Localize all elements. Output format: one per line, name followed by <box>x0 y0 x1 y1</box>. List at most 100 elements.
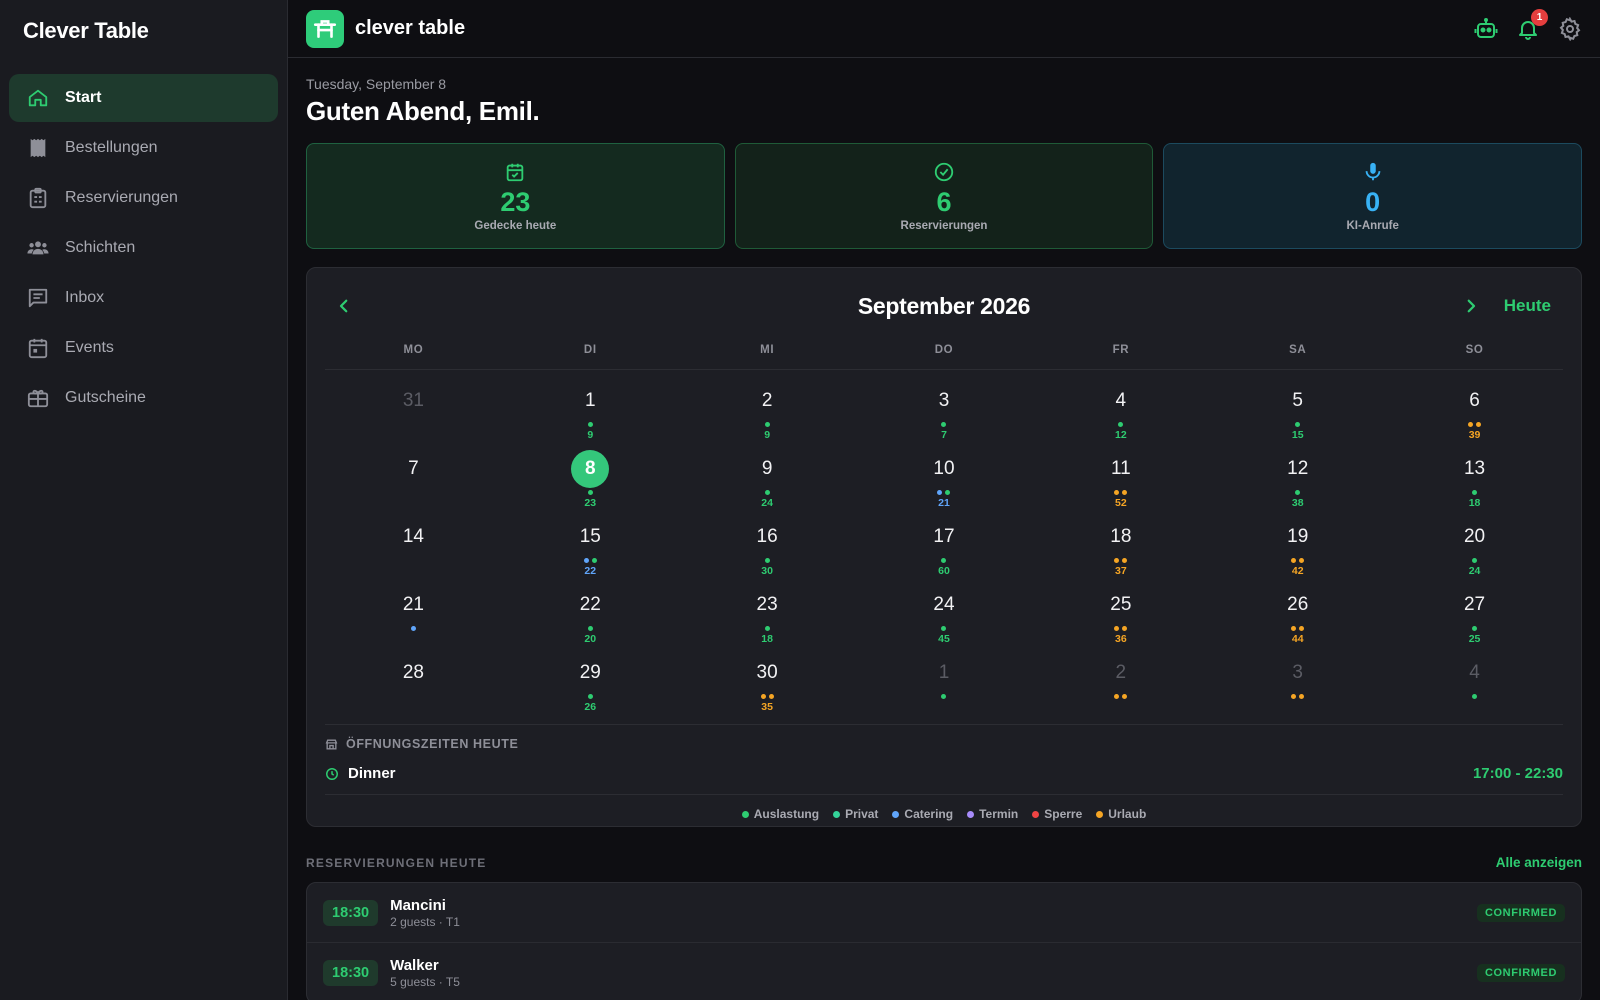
calendar-day[interactable]: 13 18 <box>1386 450 1563 518</box>
sidebar-item-schichten[interactable]: Schichten <box>9 224 278 272</box>
day-number: 8 <box>571 450 610 488</box>
calendar-day[interactable]: 28 <box>325 654 502 722</box>
legend-dot <box>1096 810 1104 818</box>
indicator-dot <box>1295 490 1301 495</box>
day-indicators <box>1291 626 1305 631</box>
day-indicators <box>1291 558 1305 563</box>
calendar-day[interactable]: 10 21 <box>856 450 1033 518</box>
calendar-day[interactable]: 21 <box>325 586 502 654</box>
calendar-day[interactable]: 7 <box>325 450 502 518</box>
calendar-day[interactable]: 25 36 <box>1032 586 1209 654</box>
sidebar-item-start[interactable]: Start <box>9 74 278 122</box>
day-number: 4 <box>1115 390 1127 411</box>
day-count: 9 <box>587 429 594 441</box>
day-count: 24 <box>761 497 773 509</box>
calendar-day[interactable]: 18 37 <box>1032 518 1209 586</box>
day-count: 23 <box>584 497 597 509</box>
calendar-day[interactable]: 15 22 <box>502 518 679 586</box>
calendar-day[interactable]: 12 38 <box>1209 450 1386 518</box>
indicator-dot <box>1114 626 1120 631</box>
weekday-label: DO <box>934 344 954 356</box>
stat-card-covers[interactable]: 23 Gedecke heute <box>306 143 725 249</box>
day-number: 1 <box>584 390 596 411</box>
day-count: 30 <box>761 565 773 577</box>
list-item[interactable]: 18:30 Walker 5 guests · T5 CONFIRMED <box>307 943 1581 1000</box>
reservations-list: 18:30 Mancini 2 guests · T1 CONFIRMED 18… <box>306 882 1582 1000</box>
list-item[interactable]: 18:30 Mancini 2 guests · T1 CONFIRMED <box>307 883 1581 943</box>
calendar-day[interactable]: 22 20 <box>502 586 679 654</box>
calendar-day[interactable]: 26 44 <box>1209 586 1386 654</box>
today-button[interactable]: Heute <box>1503 296 1551 315</box>
calendar-day[interactable]: 31 <box>325 382 502 450</box>
sidebar-item-bestellungen[interactable]: Bestellungen <box>9 124 278 172</box>
sidebar-item-gutscheine[interactable]: Gutscheine <box>9 374 278 422</box>
sidebar-nav: Start Bestellungen Reservierungen Schich… <box>9 74 278 422</box>
calendar-day[interactable]: 2 <box>1032 654 1209 722</box>
day-indicators <box>1295 490 1301 495</box>
stat-card-ai-calls[interactable]: 0 KI-Anrufe <box>1163 143 1583 249</box>
calendar-day[interactable]: 4 <box>1386 654 1563 722</box>
calendar-day[interactable]: 17 60 <box>856 518 1033 586</box>
calendar-card: September 2026 Heute MO DI MI DO FR SA <box>306 267 1582 827</box>
bell-icon[interactable]: 1 <box>1516 8 1548 41</box>
weekday-label: SA <box>1289 344 1307 356</box>
calendar-day[interactable]: 14 <box>325 518 502 586</box>
calendar-day[interactable]: 16 30 <box>679 518 856 586</box>
sidebar-item-events[interactable]: Events <box>9 324 278 372</box>
day-number: 22 <box>579 594 601 615</box>
indicator-dot <box>760 694 766 699</box>
legend-dot <box>741 810 749 818</box>
calendar-day[interactable]: 9 24 <box>679 450 856 518</box>
chevron-left-icon[interactable] <box>329 291 359 321</box>
reservation-meta: 5 guests · T5 <box>390 974 460 989</box>
calendar-day[interactable]: 6 39 <box>1386 382 1563 450</box>
indicator-dot <box>768 694 774 699</box>
day-indicators <box>937 490 951 495</box>
reservation-time: 18:30 <box>323 899 379 926</box>
calendar-day[interactable]: 29 26 <box>502 654 679 722</box>
microphone-icon <box>1365 162 1381 180</box>
indicator-dot <box>1472 694 1478 699</box>
stat-card-reservations[interactable]: 6 Reservierungen <box>734 143 1154 249</box>
calendar-day[interactable]: 3 <box>1209 654 1386 722</box>
indicator-dot <box>1114 490 1120 495</box>
robot-icon[interactable] <box>1474 17 1498 41</box>
sidebar-item-inbox[interactable]: Inbox <box>9 274 278 322</box>
weekday-label: MI <box>760 344 775 356</box>
calendar-day[interactable]: 8 23 <box>502 450 679 518</box>
day-indicators <box>1295 422 1301 427</box>
sidebar-item-label: Schichten <box>65 239 136 256</box>
calendar-day[interactable]: 24 45 <box>856 586 1033 654</box>
day-indicators <box>1114 626 1128 631</box>
calendar-day[interactable]: 4 12 <box>1032 382 1209 450</box>
day-indicators <box>764 490 770 495</box>
calendar-day[interactable]: 30 35 <box>679 654 856 722</box>
reservations-header: RESERVIERUNGEN HEUTE Alle anzeigen <box>306 855 1582 870</box>
calendar-day[interactable]: 27 25 <box>1386 586 1563 654</box>
day-indicators <box>760 694 774 699</box>
home-icon <box>27 87 49 109</box>
calendar-day[interactable]: 1 <box>856 654 1033 722</box>
show-all-link[interactable]: Alle anzeigen <box>1495 855 1582 870</box>
gear-icon[interactable] <box>1558 16 1582 41</box>
legend-item: Privat <box>833 807 878 821</box>
chevron-right-icon[interactable] <box>1456 291 1486 321</box>
calendar-day[interactable]: 11 52 <box>1032 450 1209 518</box>
calendar-day[interactable]: 19 42 <box>1209 518 1386 586</box>
sidebar-item-label: Bestellungen <box>65 139 158 156</box>
indicator-dot <box>1122 694 1128 699</box>
sidebar-item-reservierungen[interactable]: Reservierungen <box>9 174 278 222</box>
calendar-day[interactable]: 20 24 <box>1386 518 1563 586</box>
calendar-day[interactable]: 23 18 <box>679 586 856 654</box>
content: Tuesday, September 8 Guten Abend, Emil. … <box>288 58 1600 1000</box>
legend-dot <box>892 810 900 818</box>
calendar-header: September 2026 Heute <box>325 268 1563 344</box>
calendar-day[interactable]: 5 15 <box>1209 382 1386 450</box>
date-line: Tuesday, September 8 <box>306 76 447 92</box>
reservation-name: Walker <box>390 956 439 974</box>
indicator-dot <box>1114 558 1120 563</box>
day-indicators <box>941 558 947 563</box>
